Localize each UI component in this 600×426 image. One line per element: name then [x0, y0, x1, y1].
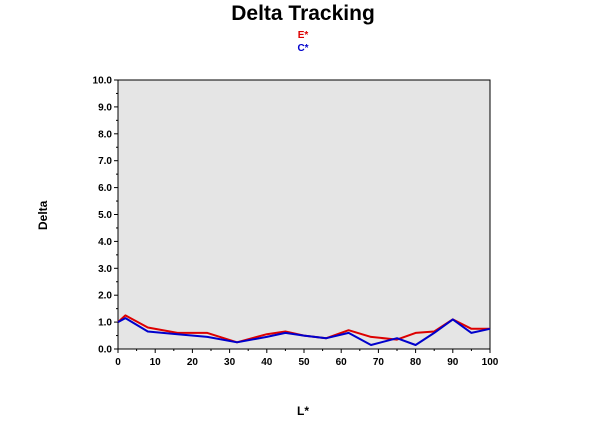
x-tick-label: 0 — [115, 357, 121, 368]
plot-area — [117, 79, 491, 350]
y-tick-label: 3.0 — [98, 264, 112, 275]
y-tick-label: 2.0 — [98, 291, 112, 302]
x-tick-label: 60 — [336, 357, 348, 368]
x-tick-label: 90 — [447, 357, 459, 368]
x-tick-label: 30 — [224, 357, 236, 368]
x-tick-label: 10 — [150, 357, 162, 368]
x-tick-label: 40 — [261, 357, 273, 368]
x-tick-label: 50 — [298, 357, 310, 368]
x-axis-label: L* — [297, 404, 309, 418]
x-tick-label: 20 — [187, 357, 199, 368]
y-tick-label: 10.0 — [93, 76, 113, 87]
chart-title: Delta Tracking — [231, 2, 375, 25]
y-tick-label: 7.0 — [98, 156, 112, 167]
y-tick-label: 4.0 — [98, 237, 112, 248]
series-line-c — [117, 317, 491, 346]
legend-entry-c: C* — [297, 43, 309, 54]
legend-entry-e: E* — [297, 30, 309, 41]
y-tick-label: 8.0 — [98, 129, 112, 140]
y-tick-label: 6.0 — [98, 183, 112, 194]
x-tick-label: 100 — [482, 357, 499, 368]
x-tick-label: 80 — [410, 357, 422, 368]
y-tick-label: 1.0 — [98, 318, 112, 329]
y-tick-label: 0.0 — [98, 345, 112, 356]
y-tick-label: 5.0 — [98, 210, 112, 221]
y-tick-label: 9.0 — [98, 102, 112, 113]
x-tick-label: 70 — [373, 357, 385, 368]
